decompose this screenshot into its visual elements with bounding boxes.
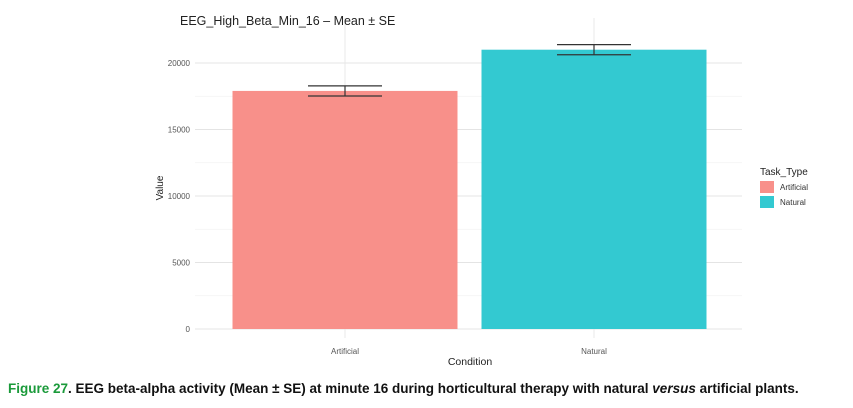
error-bar-natural [557,44,631,56]
bars [232,49,707,330]
x-axis-ticks: Artificial Natural [331,347,607,356]
legend-key-artificial [760,181,774,193]
bar-natural [481,49,707,329]
y-axis-label: Value [155,175,166,200]
legend-label-artificial: Artificial [780,183,808,192]
y-tick-label: 5000 [172,259,190,268]
y-axis-ticks: 0 5000 10000 15000 20000 [168,59,191,334]
legend: Task_Type Artificial Natural [760,167,808,208]
bar-artificial [232,90,458,330]
bar-chart: 0 5000 10000 15000 20000 Artificial Natural E… [155,14,808,368]
figure-caption: Figure 27. EEG beta-alpha activity (Mean… [8,381,853,396]
legend-title: Task_Type [760,167,808,178]
x-tick-label-natural: Natural [581,347,607,356]
caption-emphasis: versus [652,381,696,396]
y-tick-label: 20000 [168,59,191,68]
y-tick-label: 15000 [168,126,191,135]
x-axis-label: Condition [448,356,493,368]
x-tick-label-artificial: Artificial [331,347,359,356]
caption-text-after: artificial plants. [695,381,799,396]
caption-label: Figure 27 [8,381,69,396]
y-tick-label: 10000 [168,192,191,201]
y-tick-label: 0 [186,325,191,334]
caption-text-before: . EEG beta-alpha activity (Mean ± SE) at… [68,381,653,396]
error-bars [308,44,631,97]
error-bar-artificial [308,85,382,97]
legend-label-natural: Natural [780,198,806,207]
chart-title: EEG_High_Beta_Min_16 – Mean ± SE [180,14,395,28]
legend-key-natural [760,196,774,208]
